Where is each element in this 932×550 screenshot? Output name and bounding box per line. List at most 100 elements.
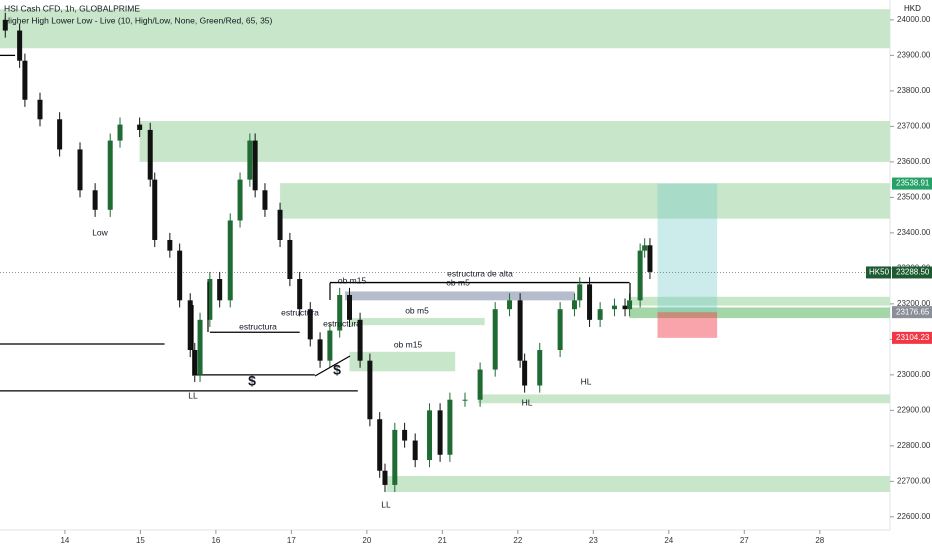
annotation: Low [92,227,108,237]
x-tick-label: 16 [211,536,220,545]
candle-body [217,279,223,301]
annotation: estructura [281,307,319,317]
candle-body [262,190,268,210]
annotation: ob m15 [338,275,367,285]
indicator-label: Higher High Lower Low - Live (10, High/L… [4,15,273,25]
price-tag-label: 23538.91 [896,179,930,188]
candle-body [587,284,593,320]
zone [657,312,718,338]
candle-body [147,129,153,180]
x-tick-label: 22 [513,536,522,545]
candle-body [287,239,293,280]
zone [629,296,890,306]
candle-body [642,245,648,251]
y-tick-label: 23700.00 [897,121,931,130]
candle-body [522,360,528,386]
symbol-tag [866,266,891,279]
candle-body [447,399,453,455]
price-tag [892,266,932,279]
price-tag [892,331,932,344]
y-tick-label: 24000.00 [897,15,931,24]
annotation: ob m15 [394,339,423,349]
candle-body [347,294,353,320]
candle-body [647,245,653,272]
annotation: HL [522,397,533,407]
candle-body [367,360,373,420]
y-tick-label: 23900.00 [897,50,931,59]
candle-body [611,305,617,310]
zone [344,291,575,301]
candle-body [557,309,563,351]
x-tick-label: 20 [362,536,371,545]
candle-body [627,300,633,310]
candle-body [237,179,243,221]
x-tick-label: 28 [815,536,824,545]
y-tick-label: 23200.00 [897,299,931,308]
price-tag [892,306,932,319]
x-tick-label: 17 [287,536,296,545]
candle-body [517,300,523,361]
candle-body [327,330,333,361]
zone [0,9,890,49]
annotation: LL [381,499,391,509]
candle-body [637,250,643,301]
candle-body [297,279,303,310]
zone [477,394,890,404]
price-tag [892,177,932,190]
y-tick-label: 23400.00 [897,228,931,237]
annotation: estructura [239,321,277,331]
candle-body [392,429,398,485]
candle-body [337,294,343,331]
candle-body [427,410,433,461]
candle-body [22,60,28,100]
zone [657,183,718,313]
annotation: LL [188,390,198,400]
candle-body [187,300,193,351]
x-tick-label: 27 [740,536,749,545]
zone [139,121,891,162]
candle-body [377,419,383,471]
candle-body [197,319,203,375]
candle-body [622,305,628,310]
zone [386,476,890,493]
drawings [192,282,631,377]
y-tick-label: 23500.00 [897,192,931,201]
candle-body [227,220,233,301]
candle-body [57,119,63,150]
y-tick-label: 22800.00 [897,441,931,450]
candle-body [152,179,158,240]
candle-body [37,99,43,120]
chart-title: HSI Cash CFD, 1h, GLOBALPRIME [4,3,140,13]
candle-body [437,410,443,455]
candle-body [462,399,468,401]
candle-body [92,190,98,210]
y-tick-label: 23000.00 [897,370,931,379]
x-tick-label: 21 [438,536,447,545]
zone [629,307,890,319]
candle-body [207,279,213,320]
candle-body [177,250,183,301]
price-tag-label: 23104.23 [896,333,930,342]
annotation: estructura de alta [447,268,513,278]
annotation: $ [333,362,341,378]
price-tag-label: 23176.65 [896,307,930,316]
zone [349,318,485,326]
candle-body [412,440,418,461]
candle-body [252,140,258,191]
x-tick-label: 15 [136,536,145,545]
axes: 22600.00 22700.00 22800.00 22900.00 23000.00… [60,15,932,545]
y-tick-label: 23600.00 [897,157,931,166]
annotation: HL [581,376,592,386]
candle-body [402,429,408,441]
candle-body [537,350,543,386]
candle-body [577,284,583,301]
y-tick-label: 22600.00 [897,512,931,521]
candle-body [167,239,173,251]
annotation: estructura [323,318,361,328]
price-tag-label: 23288.50 [896,268,930,277]
candle-body [17,30,23,61]
x-tick-label: 14 [60,536,69,545]
y-tick-label: 23800.00 [897,86,931,95]
